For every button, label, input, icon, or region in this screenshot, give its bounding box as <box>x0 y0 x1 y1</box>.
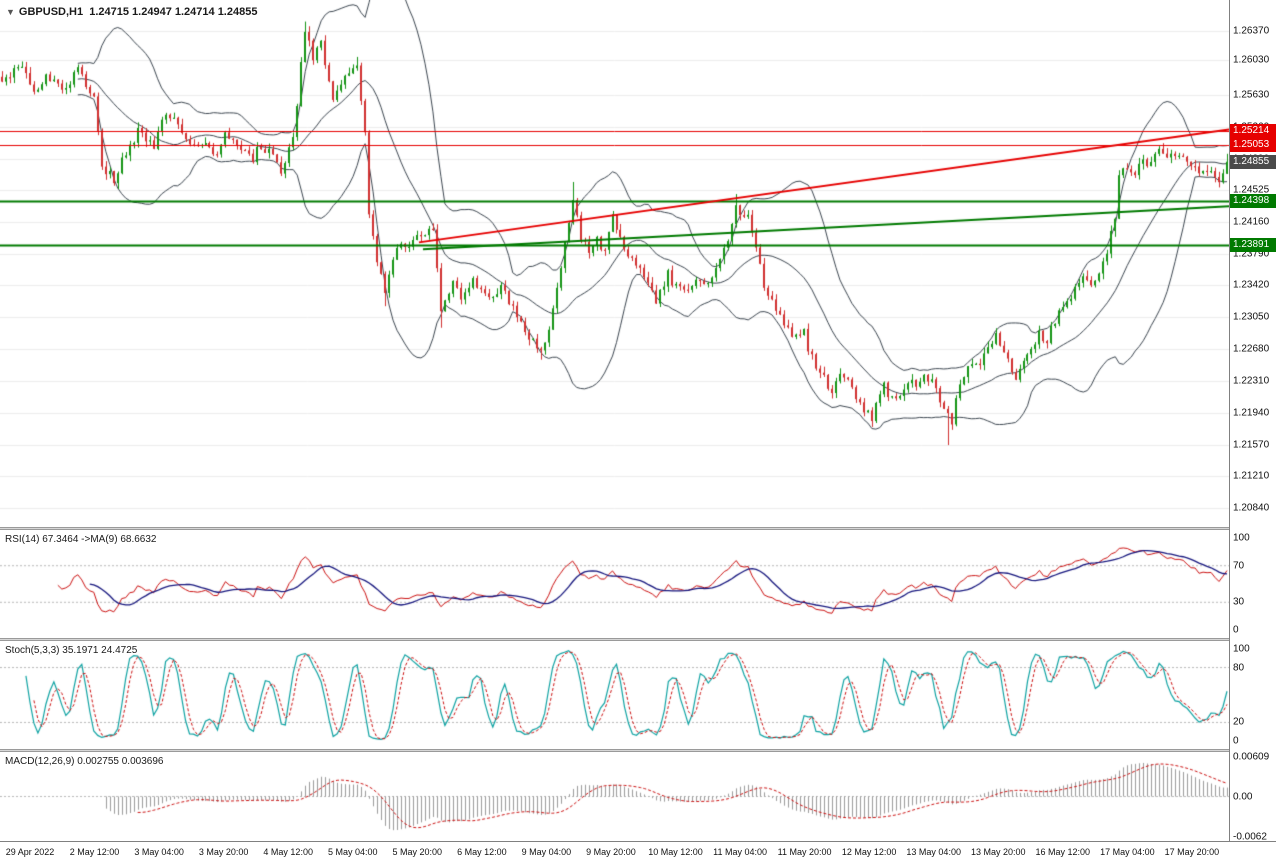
symbol-dropdown-icon[interactable]: ▼ <box>6 7 15 17</box>
rsi-axis-label: 30 <box>1233 596 1245 608</box>
price-axis-label: 1.23050 <box>1233 311 1270 323</box>
stoch-axis-label: 20 <box>1233 716 1245 728</box>
time-axis-label: 12 May 12:00 <box>841 847 897 857</box>
stochastic-panel-canvas[interactable] <box>0 641 1229 749</box>
time-axis-label: 10 May 12:00 <box>648 847 703 857</box>
price-chart-canvas[interactable] <box>0 0 1229 527</box>
price-axis-label: 1.21940 <box>1233 407 1270 419</box>
time-axis-label: 2 May 12:00 <box>69 847 120 857</box>
price-axis-label: 1.22310 <box>1233 375 1270 387</box>
time-axis-label: 17 May 04:00 <box>1100 847 1155 857</box>
stoch-axis-label: 0 <box>1233 735 1239 747</box>
symbol-timeframe: GBPUSD,H1 <box>18 6 84 18</box>
price-axis-label: 1.25630 <box>1233 89 1270 101</box>
stochastic-label: Stoch(5,3,3) 35.1971 24.4725 <box>5 645 138 656</box>
time-axis-label: 13 May 04:00 <box>906 847 961 857</box>
time-axis-label: 13 May 20:00 <box>970 847 1026 857</box>
time-axis-label: 11 May 20:00 <box>777 847 832 857</box>
price-axis-label: 1.21210 <box>1233 470 1270 482</box>
hline-price-badge: 1.23891 <box>1230 237 1276 252</box>
panel-divider[interactable] <box>0 638 1276 641</box>
time-axis-label: 3 May 20:00 <box>198 847 249 857</box>
price-axis-column[interactable]: 1.263701.260301.256301.252601.248901.245… <box>1229 0 1276 843</box>
ohlc-info-line: ▼ GBPUSD,H1 1.24715 1.24947 1.24714 1.248… <box>6 6 257 18</box>
price-axis-label: 1.23790 <box>1233 248 1270 260</box>
price-axis-label: 1.22680 <box>1233 343 1270 355</box>
time-axis[interactable]: 29 Apr 2022 2 May 12:00 3 May 04:00 3 May 2… <box>0 841 1276 867</box>
time-axis-label: 9 May 04:00 <box>521 847 572 857</box>
price-axis-label: 1.24525 <box>1233 184 1270 196</box>
macd-axis-label: 0.00609 <box>1233 751 1270 763</box>
time-axis-label: 29 Apr 2022 <box>5 847 55 857</box>
price-axis-label: 1.23420 <box>1233 279 1270 291</box>
price-axis-label: 1.20840 <box>1233 502 1270 514</box>
time-axis-label: 11 May 04:00 <box>713 847 767 857</box>
time-axis-label: 9 May 20:00 <box>586 847 636 857</box>
time-axis-label: 3 May 04:00 <box>134 847 184 857</box>
macd-label: MACD(12,26,9) 0.002755 0.003696 <box>5 756 164 767</box>
price-axis-label: 1.24160 <box>1233 216 1270 228</box>
rsi-panel-canvas[interactable] <box>0 530 1229 638</box>
stoch-axis-label: 100 <box>1233 643 1250 655</box>
time-axis-label: 17 May 20:00 <box>1164 847 1220 857</box>
price-axis-label: 1.26030 <box>1233 54 1270 66</box>
rsi-axis-label: 70 <box>1233 560 1245 572</box>
price-axis-label: 1.21570 <box>1233 439 1270 451</box>
hline-price-badge: 1.25214 <box>1230 123 1276 138</box>
time-axis-label: 5 May 20:00 <box>392 847 443 857</box>
time-axis-label: 4 May 12:00 <box>263 847 313 857</box>
time-axis-label: 5 May 04:00 <box>327 847 378 857</box>
current-price-badge: 1.24855 <box>1230 154 1276 169</box>
stoch-axis-label: 80 <box>1233 662 1245 674</box>
macd-panel-canvas[interactable] <box>0 752 1229 841</box>
rsi-axis-label: 0 <box>1233 624 1239 636</box>
rsi-label: RSI(14) 67.3464 ->MA(9) 68.6632 <box>5 534 157 545</box>
hline-price-badge: 1.25053 <box>1230 137 1276 152</box>
panel-divider[interactable] <box>0 527 1276 530</box>
time-axis-label: 16 May 12:00 <box>1035 847 1091 857</box>
macd-axis-label: -0.0062 <box>1233 831 1267 843</box>
macd-axis-label: 0.00 <box>1233 791 1253 802</box>
time-axis-label: 6 May 12:00 <box>457 847 507 857</box>
hline-price-badge: 1.24398 <box>1230 194 1276 209</box>
rsi-axis-label: 100 <box>1233 532 1250 544</box>
panel-divider[interactable] <box>0 749 1276 752</box>
ohlc-values: 1.24715 1.24947 1.24714 1.24855 <box>89 6 258 18</box>
price-axis-label: 1.26370 <box>1233 25 1270 37</box>
